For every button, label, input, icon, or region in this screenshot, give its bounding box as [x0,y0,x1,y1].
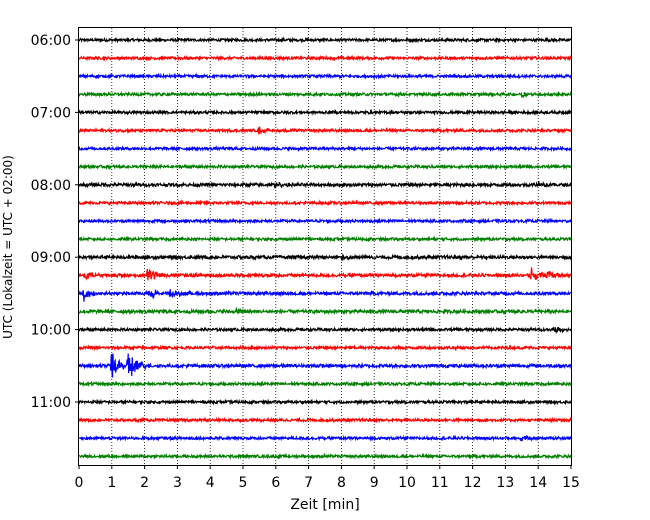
x-tick-label: 4 [206,475,215,491]
trace-line [78,126,572,135]
trace-line [78,307,572,316]
x-tick-label: 7 [304,475,313,491]
x-tick-label: 14 [529,475,547,491]
trace-line [78,145,572,153]
x-tick-label: 15 [562,475,580,491]
y-tick-label: 10:00 [31,323,71,339]
x-axis-title: Zeit [min] [290,497,359,513]
y-axis-title: UTC (Lokalzeit = UTC + 02:00) [1,155,15,339]
x-tick-label: 11 [431,475,449,491]
grid-lines [111,28,539,465]
trace-line [78,235,572,243]
x-tick-label: 5 [239,475,248,491]
trace-line [78,108,572,117]
plot-frame [78,27,572,466]
x-tick-label: 3 [173,475,182,491]
trace-line [78,199,572,207]
x-tick-label: 12 [464,475,482,491]
y-tick-label: 06:00 [31,33,71,49]
trace-line [78,353,572,378]
x-tick-label: 6 [271,475,280,491]
y-tick-label: 08:00 [31,178,71,194]
y-tick-label: 07:00 [31,105,71,121]
trace-line [78,289,572,302]
y-axis-ticks: 06:00 07:00 08:00 09:00 10:00 11:00 [31,33,79,411]
x-tick-label: 13 [496,475,514,491]
x-tick-label: 2 [140,475,149,491]
trace-line [78,326,572,335]
trace-line [78,90,572,99]
trace-line [78,452,572,460]
x-tick-label: 0 [75,475,84,491]
trace-line [78,36,572,44]
trace-line [78,380,572,388]
y-tick-label: 11:00 [31,395,71,411]
trace-line [78,344,572,352]
trace-line [78,416,572,424]
trace-line [78,217,572,225]
x-axis-ticks: 0 1 2 3 4 5 6 7 8 9 10 11 12 13 14 15 [75,465,580,491]
trace-line [78,163,572,171]
trace-line [78,434,572,442]
trace-line [78,398,572,406]
y-tick-label: 09:00 [31,250,71,266]
seismic-traces [78,36,572,460]
x-tick-label: 9 [370,475,379,491]
trace-line [78,267,572,281]
x-tick-label: 10 [398,475,416,491]
x-tick-label: 8 [337,475,346,491]
trace-line [78,72,572,80]
trace-line [78,180,572,190]
trace-line [78,253,572,262]
trace-line [78,54,572,62]
x-tick-label: 1 [107,475,116,491]
